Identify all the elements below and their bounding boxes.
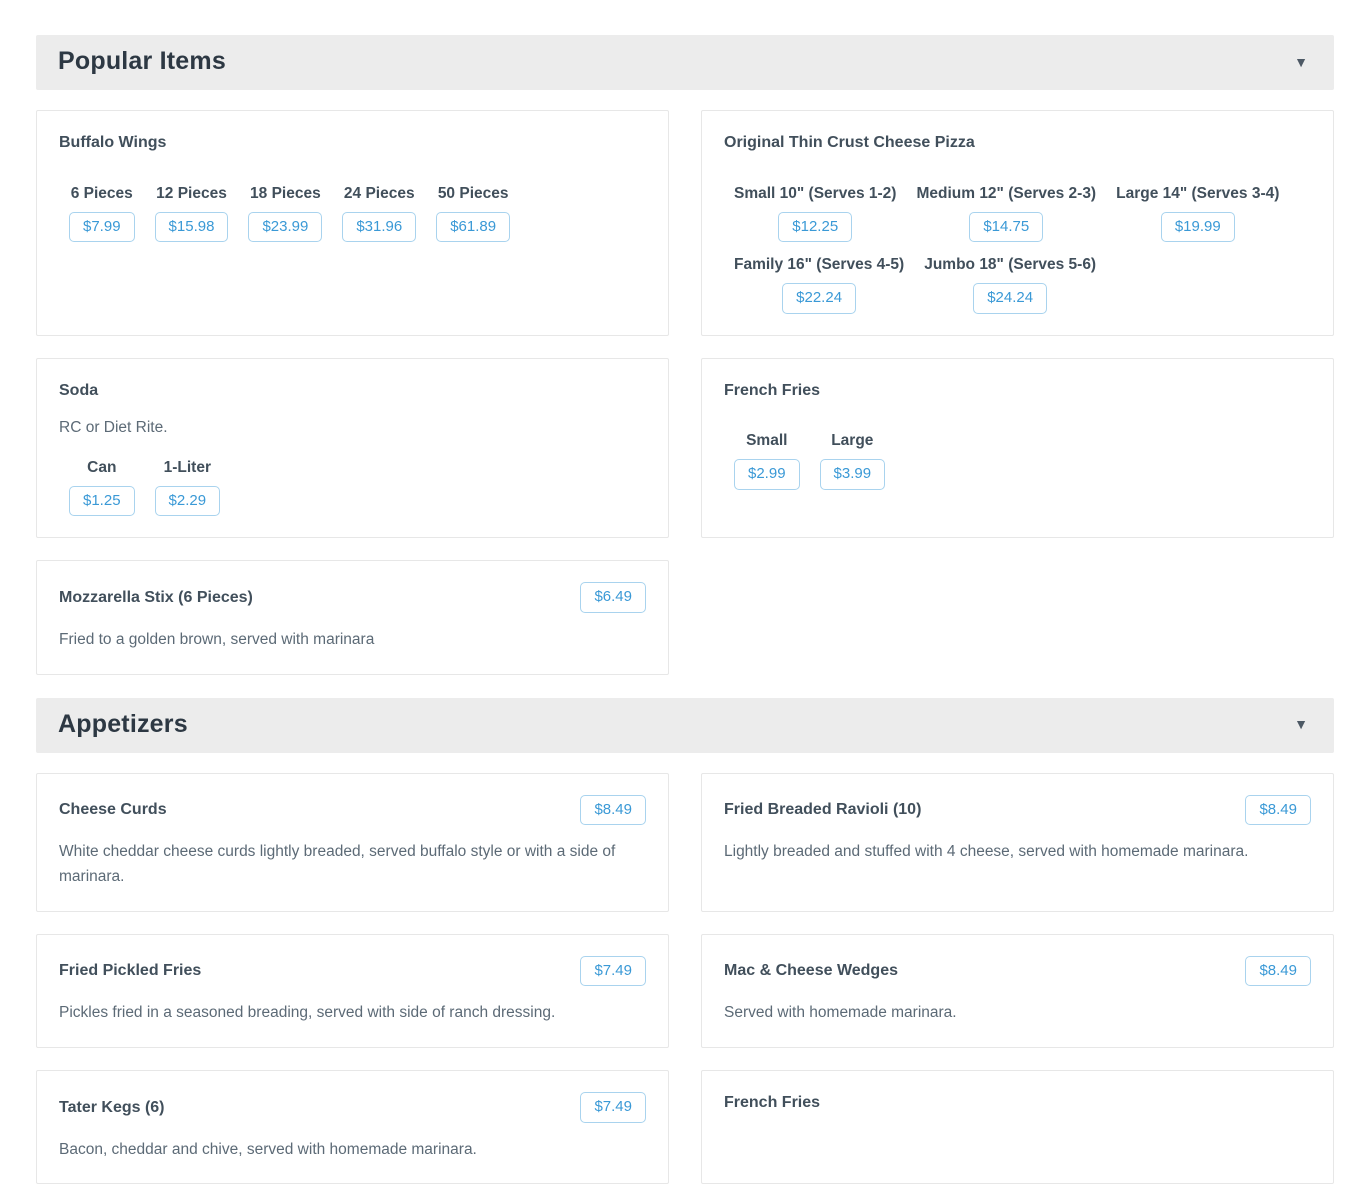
item-description: RC or Diet Rite. bbox=[59, 419, 168, 437]
item-description: White cheddar cheese curds lightly bread… bbox=[59, 843, 616, 886]
item-title: Mac & Cheese Wedges bbox=[724, 962, 898, 980]
size-option: Large 14" (Serves 3-4) $19.99 bbox=[1116, 185, 1279, 243]
price-button[interactable]: $31.96 bbox=[342, 211, 417, 243]
item-title: Fried Breaded Ravioli (10) bbox=[724, 801, 922, 819]
price-button[interactable]: $7.49 bbox=[580, 1092, 646, 1123]
item-description: Pickles fried in a seasoned breading, se… bbox=[59, 1004, 556, 1022]
size-option: Large $3.99 bbox=[819, 432, 886, 490]
size-label: Family 16" (Serves 4-5) bbox=[734, 256, 905, 274]
size-option: Small 10" (Serves 1-2) $12.25 bbox=[734, 185, 896, 243]
price-button[interactable]: $3.99 bbox=[819, 459, 886, 490]
price-button[interactable]: $8.49 bbox=[580, 794, 646, 826]
price-button[interactable]: $12.25 bbox=[778, 211, 853, 243]
size-options: Small 10" (Serves 1-2) $12.25 Medium 12"… bbox=[734, 185, 1311, 314]
size-options: Can $1.25 1-Liter $2.29 bbox=[69, 459, 646, 517]
size-option: Jumbo 18" (Serves 5-6) $24.24 bbox=[924, 256, 1096, 314]
price-button[interactable]: $15.98 bbox=[154, 211, 229, 243]
price-button[interactable]: $2.99 bbox=[734, 459, 800, 490]
size-label: 18 Pieces bbox=[250, 184, 321, 202]
menu-item-card-fried-pickled-fries: Fried Pickled Fries $7.49 Pickles fried … bbox=[36, 933, 669, 1049]
size-label: Small 10" (Serves 1-2) bbox=[734, 184, 897, 202]
size-options: 6 Pieces $7.99 12 Pieces $15.98 18 Piece… bbox=[69, 185, 646, 243]
price-button[interactable]: $14.75 bbox=[969, 211, 1044, 243]
menu-item-card-fried-breaded-ravioli: Fried Breaded Ravioli (10) $8.49 Lightly… bbox=[701, 772, 1334, 912]
size-option: 12 Pieces $15.98 bbox=[154, 184, 229, 243]
section-title: Appetizers bbox=[58, 709, 188, 738]
item-title: Soda bbox=[59, 381, 99, 399]
chevron-down-icon: ▼ bbox=[1294, 53, 1308, 70]
size-option: 6 Pieces $7.99 bbox=[69, 185, 135, 243]
price-button[interactable]: $2.29 bbox=[154, 485, 221, 517]
size-label: Small bbox=[746, 432, 788, 450]
menu-item-card-tater-kegs: Tater Kegs (6) $7.49 Bacon, cheddar and … bbox=[36, 1070, 669, 1184]
price-button[interactable]: $1.25 bbox=[69, 485, 135, 517]
price-button[interactable]: $23.99 bbox=[248, 211, 323, 243]
size-label: Jumbo 18" (Serves 5-6) bbox=[924, 256, 1097, 274]
menu-item-card-cheese-curds: Cheese Curds $8.49 White cheddar cheese … bbox=[36, 772, 669, 912]
price-button[interactable]: $6.49 bbox=[580, 582, 646, 613]
item-title: Original Thin Crust Cheese Pizza bbox=[724, 134, 975, 151]
size-option: 1-Liter $2.29 bbox=[154, 458, 221, 517]
section-header-appetizers[interactable]: Appetizers ▼ bbox=[36, 697, 1334, 753]
item-header: Tater Kegs (6) $7.49 bbox=[59, 1092, 646, 1123]
menu-item-card-french-fries-appetizers: French Fries bbox=[701, 1070, 1334, 1184]
price-button[interactable]: $8.49 bbox=[1245, 794, 1311, 826]
size-option: 50 Pieces $61.89 bbox=[436, 184, 511, 243]
item-title: French Fries bbox=[724, 381, 821, 399]
price-button[interactable]: $24.24 bbox=[973, 283, 1048, 314]
size-option: Family 16" (Serves 4-5) $22.24 bbox=[734, 256, 904, 314]
size-label: Medium 12" (Serves 2-3) bbox=[916, 184, 1097, 202]
price-button[interactable]: $7.99 bbox=[69, 211, 135, 243]
size-option: Can $1.25 bbox=[69, 459, 135, 517]
item-title: Tater Kegs (6) bbox=[59, 1098, 165, 1116]
item-title: Mozzarella Stix (6 Pieces) bbox=[59, 588, 253, 606]
section-header-popular-items[interactable]: Popular Items ▼ bbox=[36, 35, 1334, 90]
item-title: French Fries bbox=[724, 1094, 821, 1112]
item-description: Lightly breaded and stuffed with 4 chees… bbox=[724, 843, 1249, 861]
item-header: Fried Pickled Fries $7.49 bbox=[59, 955, 646, 987]
size-label: 50 Pieces bbox=[437, 184, 509, 202]
item-description: Fried to a golden brown, served with mar… bbox=[59, 630, 375, 648]
size-label: 12 Pieces bbox=[156, 184, 227, 202]
item-header: Fried Breaded Ravioli (10) $8.49 bbox=[724, 794, 1311, 826]
chevron-down-icon: ▼ bbox=[1294, 716, 1308, 733]
menu-item-card-french-fries: French Fries Small $2.99 Large $3.99 bbox=[701, 357, 1334, 539]
item-header: Mozzarella Stix (6 Pieces) $6.49 bbox=[59, 582, 646, 613]
item-title: Fried Pickled Fries bbox=[59, 962, 202, 980]
price-button[interactable]: $22.24 bbox=[782, 283, 857, 314]
item-title: Cheese Curds bbox=[59, 801, 167, 819]
size-option: Small $2.99 bbox=[734, 432, 800, 490]
price-button[interactable]: $7.49 bbox=[580, 955, 646, 987]
size-option: 24 Pieces $31.96 bbox=[342, 184, 417, 243]
price-button[interactable]: $61.89 bbox=[436, 211, 511, 243]
price-button[interactable]: $19.99 bbox=[1160, 211, 1235, 243]
size-label: Large 14" (Serves 3-4) bbox=[1116, 184, 1280, 202]
menu-item-card-buffalo-wings: Buffalo Wings 6 Pieces $7.99 12 Pieces $… bbox=[36, 110, 669, 336]
menu-item-card-mozzarella-stix: Mozzarella Stix (6 Pieces) $6.49 Fried t… bbox=[36, 560, 669, 675]
price-button[interactable]: $8.49 bbox=[1245, 955, 1311, 987]
size-option: Medium 12" (Serves 2-3) $14.75 bbox=[916, 185, 1096, 243]
size-label: 1-Liter bbox=[163, 458, 211, 476]
item-header: Cheese Curds $8.49 bbox=[59, 794, 646, 826]
item-title: Buffalo Wings bbox=[59, 134, 167, 151]
item-header: Mac & Cheese Wedges $8.49 bbox=[724, 955, 1311, 987]
size-label: 24 Pieces bbox=[343, 184, 415, 202]
menu-item-card-soda: Soda RC or Diet Rite. Can $1.25 1-Liter … bbox=[36, 357, 669, 539]
appetizers-grid: Cheese Curds $8.49 White cheddar cheese … bbox=[36, 772, 1334, 1184]
size-label: 6 Pieces bbox=[70, 184, 133, 202]
size-label: Can bbox=[87, 458, 117, 476]
size-option: 18 Pieces $23.99 bbox=[248, 184, 323, 243]
item-description: Bacon, cheddar and chive, served with ho… bbox=[59, 1140, 477, 1158]
popular-items-grid: Buffalo Wings 6 Pieces $7.99 12 Pieces $… bbox=[36, 110, 1334, 675]
item-description: Served with homemade marinara. bbox=[724, 1004, 957, 1022]
menu-item-card-original-thin-crust-cheese-pizza: Original Thin Crust Cheese Pizza Small 1… bbox=[701, 110, 1334, 336]
size-options: Small $2.99 Large $3.99 bbox=[734, 432, 1311, 490]
size-label: Large bbox=[831, 432, 874, 450]
menu-item-card-mac-and-cheese-wedges: Mac & Cheese Wedges $8.49 Served with ho… bbox=[701, 933, 1334, 1049]
section-title: Popular Items bbox=[58, 47, 226, 75]
